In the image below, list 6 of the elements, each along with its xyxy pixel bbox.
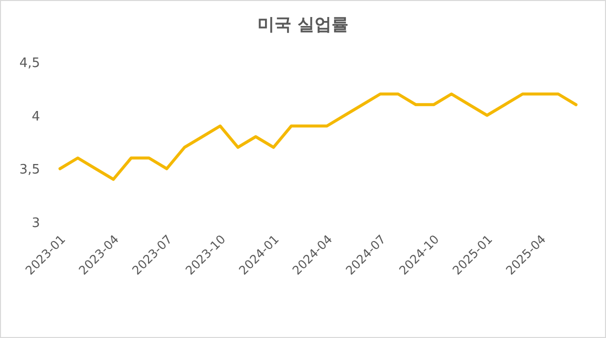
y-tick-label: 3 bbox=[32, 216, 40, 231]
y-tick-label: 4 bbox=[32, 109, 40, 124]
chart-title: 미국 실업률 bbox=[258, 15, 348, 35]
y-tick-label: 3,5 bbox=[19, 162, 40, 178]
line-series bbox=[58, 92, 578, 181]
y-tick-label: 4,5 bbox=[19, 56, 40, 71]
